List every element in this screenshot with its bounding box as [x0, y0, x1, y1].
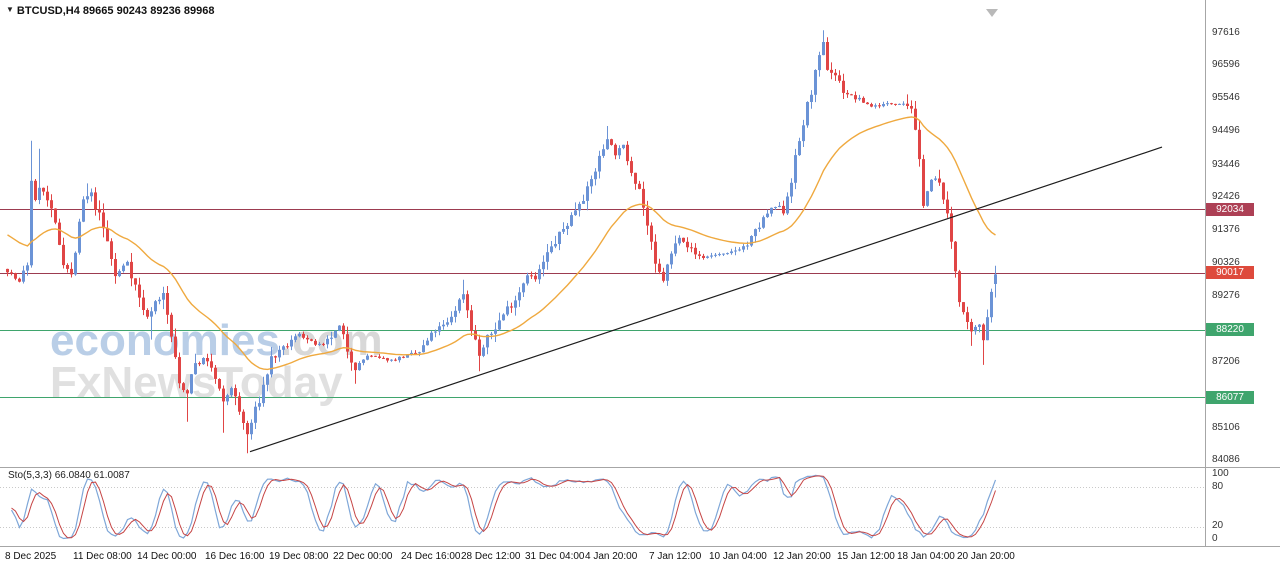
sto-scale-0: 0: [1212, 533, 1218, 544]
price-level-badge-86077: 86077: [1206, 391, 1254, 404]
date-label: 22 Dec 00:00: [333, 551, 393, 562]
price-tick: 87206: [1212, 356, 1240, 367]
symbol-ohlc-title: ▼ BTCUSD,H4 89665 90243 89236 89968: [6, 5, 214, 17]
price-tick: 84086: [1212, 454, 1240, 465]
date-label: 19 Dec 08:00: [269, 551, 329, 562]
date-label: 11 Dec 08:00: [73, 551, 132, 562]
trendline[interactable]: [249, 146, 1163, 453]
stochastic-label: Sto(5,3,3) 66.0840 61.0087: [8, 470, 130, 481]
price-tick: 85106: [1212, 422, 1240, 433]
date-label: 16 Dec 16:00: [205, 551, 265, 562]
date-label: 8 Dec 2025: [5, 551, 57, 562]
dropdown-triangle-icon: ▼: [6, 5, 14, 14]
price-tick: 89276: [1212, 290, 1240, 301]
date-label: 14 Dec 00:00: [137, 551, 197, 562]
candlesticks: [6, 30, 997, 454]
date-label: 24 Dec 16:00: [401, 551, 461, 562]
price-level-badge-92034: 92034: [1206, 203, 1254, 216]
sto-scale-80: 80: [1212, 481, 1224, 492]
price-level-badge-88220: 88220: [1206, 323, 1254, 336]
date-label: 18 Jan 04:00: [897, 551, 955, 562]
price-level-badge-90017: 90017: [1206, 266, 1254, 279]
sto-scale-20: 20: [1212, 520, 1224, 531]
price-tick: 93446: [1212, 159, 1240, 170]
price-tick: 96596: [1212, 59, 1240, 70]
sto-scale-100: 100: [1212, 468, 1229, 479]
date-label: 20 Jan 20:00: [957, 551, 1015, 562]
symbol-ohlc-text: BTCUSD,H4 89665 90243 89236 89968: [16, 5, 215, 17]
price-tick: 95546: [1212, 92, 1240, 103]
price-tick: 92426: [1212, 191, 1240, 202]
price-tick: 94496: [1212, 125, 1240, 136]
watermark-brand: economies: [50, 316, 280, 365]
chart-shift-icon[interactable]: [986, 9, 998, 17]
date-label: 15 Jan 12:00: [837, 551, 895, 562]
date-label: 4 Jan 20:00: [585, 551, 638, 562]
date-label: 7 Jan 12:00: [649, 551, 702, 562]
price-tick: 91376: [1212, 224, 1240, 235]
price-tick: 97616: [1212, 27, 1240, 38]
moving-average-line: [7, 116, 996, 371]
price-tick: 90326: [1212, 257, 1240, 268]
date-label: 28 Dec 12:00: [461, 551, 521, 562]
sto-signal-line: [11, 475, 996, 539]
date-label: 31 Dec 04:00: [525, 551, 585, 562]
date-label: 12 Jan 20:00: [773, 551, 831, 562]
date-label: 10 Jan 04:00: [709, 551, 767, 562]
sto-main-line: [10, 474, 997, 540]
